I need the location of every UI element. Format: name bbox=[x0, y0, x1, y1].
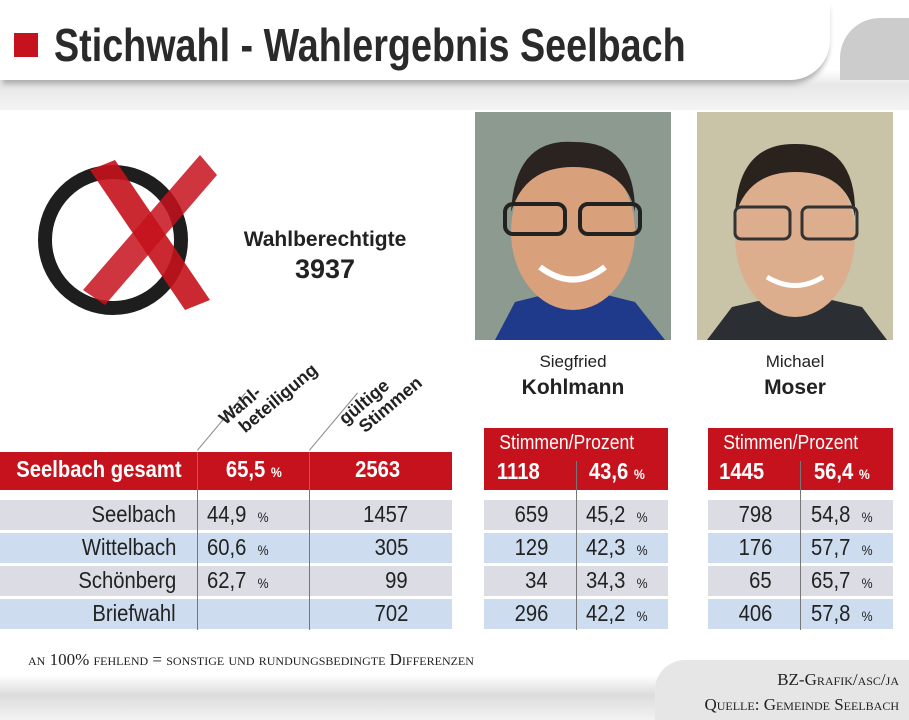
percent-sign: % bbox=[636, 608, 648, 624]
candidate-last-name: Moser bbox=[764, 376, 826, 399]
candidate-photo-kohlmann bbox=[475, 112, 671, 340]
total-turnout: 65,5 % bbox=[226, 456, 282, 483]
column-divider bbox=[800, 461, 801, 630]
moser-pct: 54,8 % bbox=[811, 501, 873, 528]
moser-votes: 406 bbox=[738, 600, 772, 626]
moser-votes: 176 bbox=[738, 534, 772, 560]
moser-pct: 57,7 % bbox=[811, 534, 873, 561]
kohlmann-votes: 34 bbox=[525, 567, 548, 593]
percent-sign: % bbox=[270, 464, 282, 480]
row-valid: 702 bbox=[374, 600, 408, 626]
kohlmann-pct: 45,2 % bbox=[586, 501, 648, 528]
row-valid: 1457 bbox=[362, 501, 408, 527]
value: 65,5 bbox=[225, 456, 266, 482]
column-divider bbox=[576, 461, 577, 630]
footer-tab bbox=[655, 660, 909, 720]
percent-sign: % bbox=[633, 466, 645, 482]
percent-sign: % bbox=[636, 542, 648, 558]
moser-votes: 798 bbox=[738, 501, 772, 527]
moser-total-pct: 56,4 % bbox=[814, 458, 870, 485]
column-divider bbox=[309, 452, 310, 630]
percent-sign: % bbox=[861, 575, 873, 591]
value: 44,9 bbox=[207, 501, 247, 527]
page-title: Stichwahl - Wahlergebnis Seelbach bbox=[54, 19, 686, 71]
row-turnout: 62,7 % bbox=[207, 567, 269, 594]
value: 57,8 bbox=[811, 600, 851, 626]
kohlmann-pct: 42,2 % bbox=[586, 600, 648, 627]
header-tab bbox=[0, 0, 830, 80]
total-name: Seelbach gesamt bbox=[16, 456, 182, 482]
row-turnout: 44,9 % bbox=[207, 501, 269, 528]
percent-sign: % bbox=[257, 575, 269, 591]
ballot-cross-icon bbox=[38, 155, 217, 315]
value: 62,7 bbox=[207, 567, 247, 593]
moser-pct: 57,8 % bbox=[811, 600, 873, 627]
row-name: Seelbach bbox=[91, 501, 176, 527]
table-row-bg bbox=[0, 500, 452, 530]
candidate-photo-moser bbox=[697, 112, 893, 340]
row-valid: 305 bbox=[374, 534, 408, 560]
value: 45,2 bbox=[586, 501, 626, 527]
table-row-bg bbox=[0, 533, 452, 563]
electorate-label: Wahlberechtigte bbox=[243, 228, 407, 251]
value: 42,3 bbox=[586, 534, 626, 560]
candidate-last-name: Kohlmann bbox=[521, 376, 625, 399]
column-header-valid: gültige Stimmen bbox=[335, 359, 426, 443]
kohlmann-pct: 42,3 % bbox=[586, 534, 648, 561]
value: 42,2 bbox=[586, 600, 626, 626]
kohlmann-votes: 129 bbox=[514, 534, 548, 560]
table-row-bg bbox=[0, 599, 452, 629]
value: 60,6 bbox=[207, 534, 247, 560]
value: 43,6 bbox=[588, 458, 629, 484]
percent-sign: % bbox=[636, 509, 648, 525]
candidate-first-name: Siegfried bbox=[539, 352, 607, 371]
row-name: Schönberg bbox=[78, 567, 176, 593]
electorate-value: 3937 bbox=[294, 254, 356, 284]
value: 34,3 bbox=[586, 567, 626, 593]
value: 54,8 bbox=[811, 501, 851, 527]
row-name: Wittelbach bbox=[81, 534, 176, 560]
column-header-turnout: Wahl-beteiligung bbox=[215, 346, 321, 443]
percent-sign: % bbox=[257, 542, 269, 558]
percent-sign: % bbox=[861, 542, 873, 558]
percent-sign: % bbox=[861, 509, 873, 525]
header-decoration bbox=[840, 18, 909, 80]
row-name: Briefwahl bbox=[92, 600, 176, 626]
footer-source: Quelle: Gemeinde Seelbach bbox=[704, 695, 899, 714]
table-row-bg bbox=[0, 566, 452, 596]
candidate-first-name: Michael bbox=[765, 352, 825, 371]
moser-votes: 65 bbox=[749, 567, 772, 593]
row-turnout: 60,6 % bbox=[207, 534, 269, 561]
moser-pct: 65,7 % bbox=[811, 567, 873, 594]
value: 56,4 bbox=[813, 458, 854, 484]
kohlmann-total-votes: 1118 bbox=[496, 458, 540, 484]
percent-sign: % bbox=[257, 509, 269, 525]
total-row bbox=[0, 452, 452, 490]
kohlmann-votes: 659 bbox=[514, 501, 548, 527]
kohlmann-column-header: Stimmen/Prozent bbox=[499, 432, 635, 454]
moser-column-header: Stimmen/Prozent bbox=[723, 432, 859, 454]
moser-total-votes: 1445 bbox=[719, 458, 765, 484]
percent-sign: % bbox=[861, 608, 873, 624]
row-valid: 99 bbox=[385, 567, 408, 593]
value: 65,7 bbox=[811, 567, 851, 593]
percent-sign: % bbox=[636, 575, 648, 591]
value: 57,7 bbox=[811, 534, 851, 560]
column-divider bbox=[197, 452, 198, 630]
total-valid: 2563 bbox=[355, 456, 401, 482]
kohlmann-pct: 34,3 % bbox=[586, 567, 648, 594]
kohlmann-votes: 296 bbox=[514, 600, 548, 626]
footer-credit: BZ-Grafik/asc/ja bbox=[777, 670, 899, 689]
title-marker bbox=[14, 33, 38, 57]
kohlmann-total-pct: 43,6 % bbox=[589, 458, 645, 485]
percent-sign: % bbox=[858, 466, 870, 482]
footer-note: an 100% fehlend = sonstige und rundungsb… bbox=[28, 650, 474, 669]
